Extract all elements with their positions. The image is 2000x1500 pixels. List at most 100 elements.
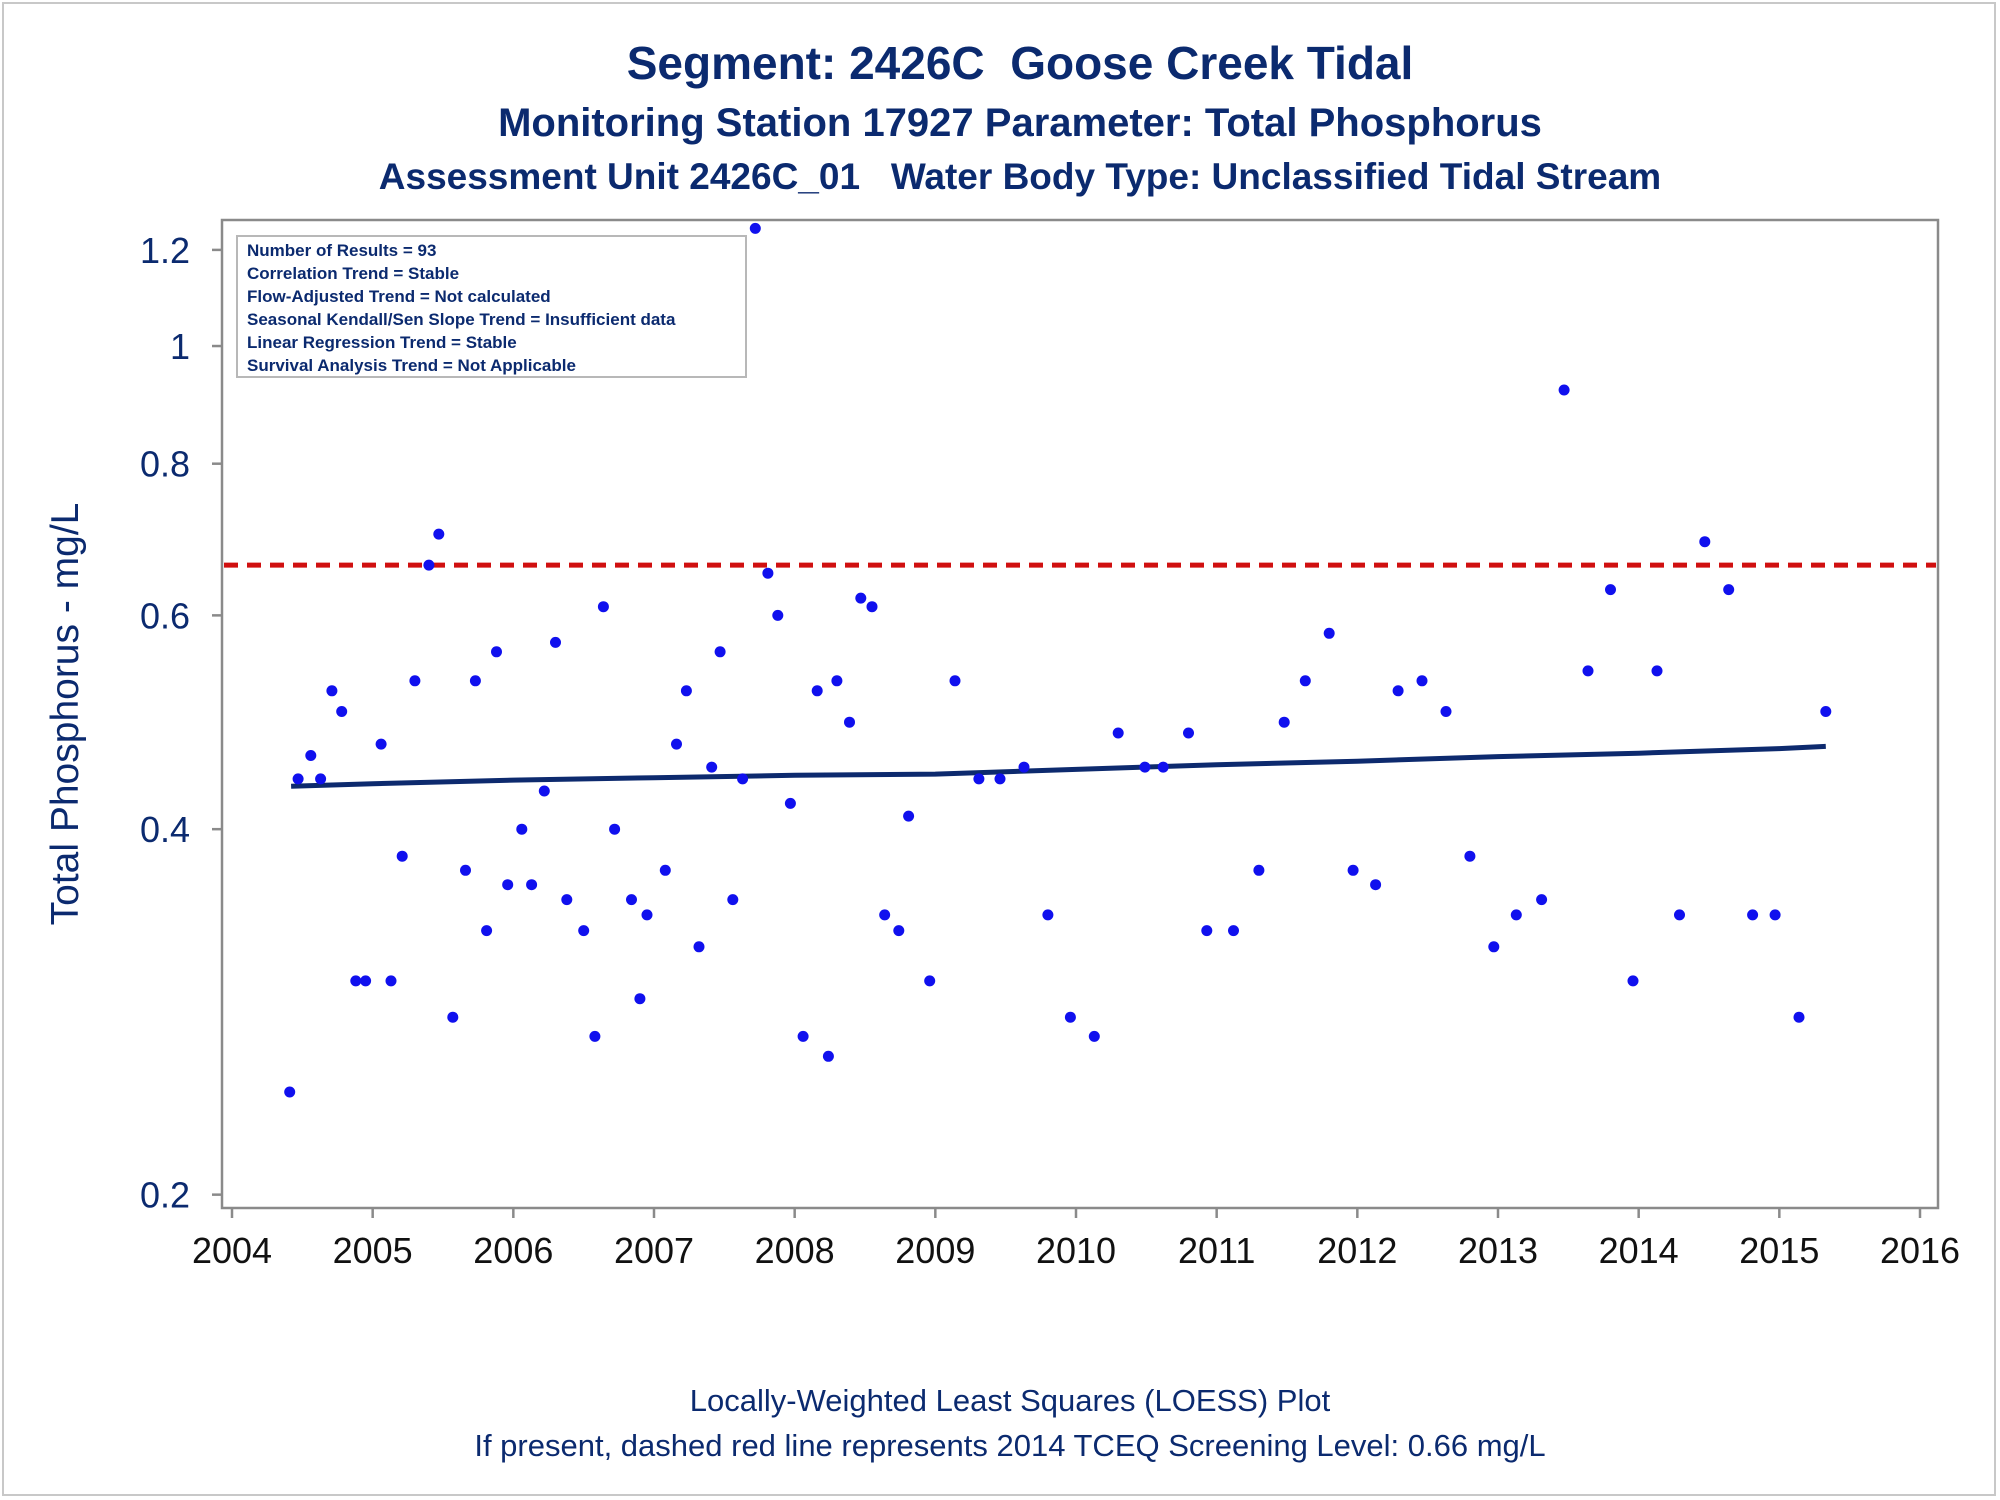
data-point <box>1820 706 1832 717</box>
plot-area <box>220 218 1940 1210</box>
legend-line-correlation: Correlation Trend = Stable <box>247 264 459 283</box>
data-point <box>1112 727 1124 739</box>
data-point <box>762 567 774 579</box>
data-point <box>1769 909 1781 921</box>
x-tick-label: 2011 <box>1178 1230 1255 1271</box>
data-point <box>1627 975 1639 987</box>
x-tick-label: 2014 <box>1599 1230 1679 1271</box>
x-tick-label: 2009 <box>895 1230 975 1271</box>
data-point <box>360 975 372 987</box>
data-point <box>1674 909 1685 921</box>
data-point <box>502 879 514 891</box>
x-tick-label: 2010 <box>1036 1230 1116 1271</box>
data-point <box>1042 909 1054 921</box>
data-point <box>305 750 317 761</box>
data-point <box>727 894 739 906</box>
data-point <box>578 925 590 937</box>
y-axis: 0.2 0.4 0.6 0.8 1 1.2 <box>140 230 222 1216</box>
data-point <box>550 636 561 648</box>
data-point <box>460 864 471 876</box>
data-point <box>1183 727 1194 739</box>
data-point <box>1157 761 1169 773</box>
data-point <box>1699 536 1711 548</box>
legend-line-flow-adjusted: Flow-Adjusted Trend = Not calculated <box>247 287 551 306</box>
data-point <box>609 823 621 835</box>
data-point <box>1370 879 1382 891</box>
legend-box-frame <box>236 235 747 378</box>
data-point <box>336 706 348 717</box>
data-point <box>481 925 493 937</box>
data-point <box>641 909 653 921</box>
data-point <box>831 675 843 687</box>
data-point <box>1747 909 1759 921</box>
data-point <box>924 975 936 987</box>
data-point <box>626 894 637 906</box>
data-point <box>680 685 692 697</box>
data-point <box>1323 627 1335 639</box>
data-point <box>866 601 878 613</box>
legend-line-seasonal-kendall: Seasonal Kendall/Sen Slope Trend = Insuf… <box>247 310 676 329</box>
data-point <box>516 823 528 835</box>
data-point <box>1416 675 1428 687</box>
data-point <box>1536 894 1548 906</box>
x-tick-label: 2012 <box>1317 1230 1397 1271</box>
data-point <box>433 528 445 540</box>
legend-line-results: Number of Results = 93 <box>247 241 436 260</box>
data-point <box>749 222 761 234</box>
data-point <box>1299 675 1311 687</box>
data-point <box>350 975 362 987</box>
data-point <box>1488 941 1500 953</box>
data-point <box>1088 1030 1100 1042</box>
y-axis-label: Total Phosphorus - mg/L <box>44 503 87 926</box>
data-point <box>634 993 646 1005</box>
chart-subtitle-station: Monitoring Station 17927 Parameter: Tota… <box>498 101 1542 145</box>
data-point <box>772 609 784 621</box>
x-tick-label: 2015 <box>1739 1230 1819 1271</box>
chart-subtitle-assessment: Assessment Unit 2426C_01 Water Body Type… <box>378 156 1662 197</box>
data-point <box>589 1030 601 1042</box>
data-point <box>1018 761 1030 773</box>
x-tick-label: 2008 <box>755 1230 835 1271</box>
data-point <box>822 1050 834 1062</box>
x-axis: 2004 2005 2006 2007 2008 2009 2010 2011 2012 2013… <box>192 1208 1960 1271</box>
data-point <box>994 773 1006 785</box>
data-point <box>714 646 726 658</box>
data-point <box>1582 665 1594 677</box>
y-tick-label: 0.8 <box>140 444 190 485</box>
data-point <box>292 773 304 785</box>
data-point <box>491 646 502 658</box>
data-point <box>737 773 749 785</box>
data-point <box>375 738 387 750</box>
data-point <box>1558 384 1570 396</box>
data-point <box>1201 925 1213 937</box>
data-point <box>903 810 915 822</box>
data-point <box>326 685 338 697</box>
data-point <box>409 675 421 687</box>
data-point <box>693 941 705 953</box>
y-tick-label: 0.2 <box>140 1175 190 1216</box>
data-point <box>1347 864 1359 876</box>
legend-line-survival: Survival Analysis Trend = Not Applicable <box>247 356 576 375</box>
data-point <box>659 864 671 876</box>
y-tick-label: 0.6 <box>140 595 190 636</box>
data-point <box>844 716 855 728</box>
data-point <box>597 601 609 613</box>
data-point <box>671 738 682 750</box>
data-points <box>284 222 1832 1098</box>
footnote-loess: Locally-Weighted Least Squares (LOESS) P… <box>689 1383 1331 1418</box>
legend-line-linear-regression: Linear Regression Trend = Stable <box>247 333 517 352</box>
data-point <box>538 785 550 797</box>
trend-legend-box: Number of Results = 93 Correlation Trend… <box>236 235 747 378</box>
data-point <box>797 1030 809 1042</box>
x-tick-label: 2004 <box>192 1230 272 1271</box>
data-point <box>1253 864 1265 876</box>
data-point <box>879 909 891 921</box>
x-tick-label: 2007 <box>614 1230 694 1271</box>
data-point <box>1392 685 1404 697</box>
data-point <box>784 797 796 809</box>
data-point <box>811 685 823 697</box>
data-point <box>1793 1011 1805 1023</box>
data-point <box>706 761 718 773</box>
